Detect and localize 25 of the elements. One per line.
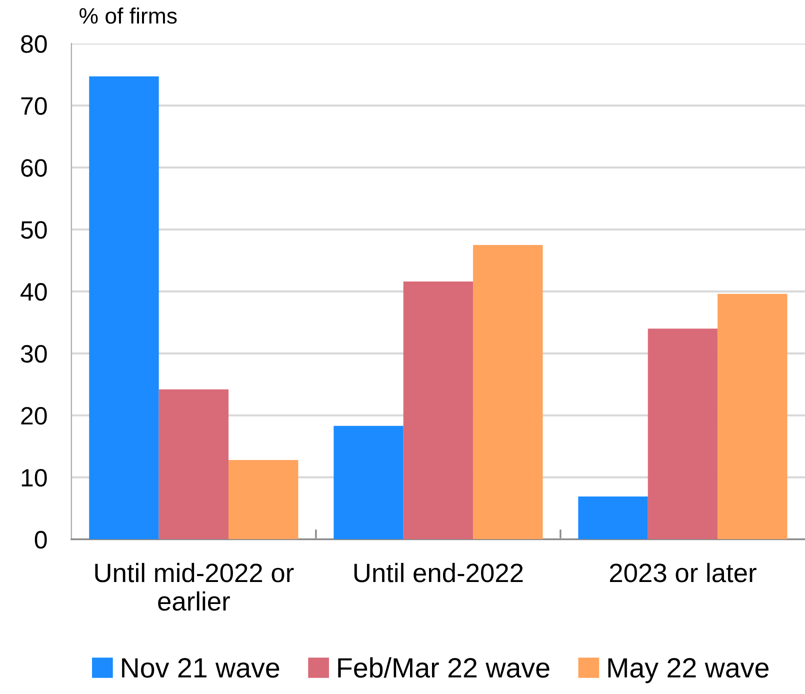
y-tick-label: 20 <box>21 406 47 425</box>
y-tick-label: 10 <box>22 468 47 487</box>
y-tick-label: 50 <box>20 221 47 239</box>
y-tick-label: 30 <box>20 345 47 363</box>
bar <box>228 460 298 540</box>
bar <box>648 328 718 540</box>
bar <box>718 294 788 540</box>
bar <box>158 389 229 540</box>
legend-label: May 22 wave <box>608 658 768 684</box>
x-tick-label: Until mid-2022 or earlier <box>95 562 294 611</box>
y-axis-title: % of firms <box>80 7 177 24</box>
bar <box>403 282 474 540</box>
y-tick-label: 0 <box>34 530 47 549</box>
bar <box>473 244 543 540</box>
legend-label: Feb/Mar 22 wave <box>338 657 550 678</box>
y-tick-label: 40 <box>20 283 47 301</box>
bar <box>89 76 159 540</box>
x-tick-label: Until end-2022 <box>354 562 523 582</box>
bar <box>334 426 404 540</box>
y-tick-label: 70 <box>21 97 47 115</box>
y-tick-label: 60 <box>21 159 47 177</box>
y-tick-label: 80 <box>21 35 47 53</box>
x-tick-label: 2023 or later <box>610 562 756 582</box>
bar <box>578 496 648 540</box>
legend-label: Nov 21 wave <box>122 658 280 678</box>
